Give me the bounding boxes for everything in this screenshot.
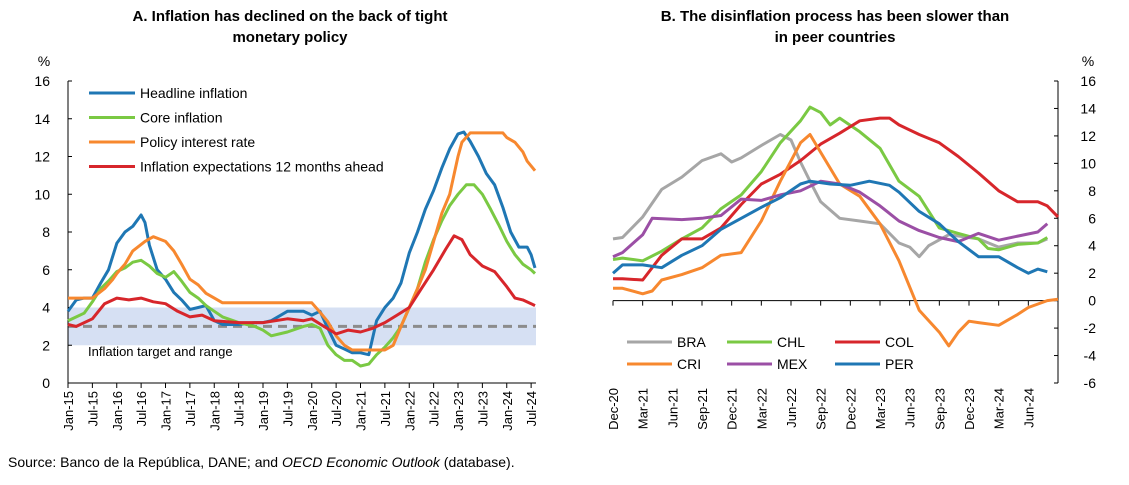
legend-label-bra: BRA [677,334,706,350]
series-line-per [612,179,1048,275]
x-tick-label-a: Jul-23 [475,391,490,426]
panel-b-title: B. The disinflation process has been slo… [595,6,1075,48]
x-tick-label-b: Jun-23 [903,388,918,428]
y-tick-label-b: -4 [1084,348,1097,364]
panel-b-title-line1: B. The disinflation process has been slo… [660,8,1010,25]
series-line-mex [612,179,1049,259]
x-tick-label-a: Jul-21 [378,391,393,426]
y-tick-label-b: 14 [1080,100,1096,116]
y-tick-label-b: -2 [1084,320,1097,336]
x-tick-label-a: Jan-19 [256,391,271,431]
y-tick-label-b: 8 [1088,183,1096,199]
x-tick-label-b: Dec-23 [962,388,977,430]
x-tick-label-b: Mar-21 [636,388,651,429]
source-prefix: Source: Banco de la República, DANE; and [8,454,282,470]
panel-b-title-line2: in peer countries [774,29,896,46]
legend-label-inflation-expectations-12-months-ahead: Inflation expectations 12 months ahead [140,159,384,175]
y-tick-label-b: 16 [1080,73,1096,89]
legend-label-policy-interest-rate: Policy interest rate [140,134,255,150]
x-tick-label-b: Jun-21 [665,388,680,428]
y-tick-label-b: -6 [1084,375,1097,391]
x-tick-label-b: Mar-24 [992,388,1007,429]
x-tick-label-a: Jan-17 [159,391,174,431]
y-tick-label-a: 6 [42,262,50,278]
series-line-inflation-expectations-12-months-ahead [67,234,536,336]
series-line-policy-interest-rate [68,131,537,352]
x-tick-label-b: Mar-23 [873,388,888,429]
x-tick-label-a: Jul-15 [85,391,100,426]
x-tick-label-b: Sep-23 [932,388,947,430]
source-italic: OECD Economic Outlook [281,454,440,470]
y-tick-label-b: 12 [1080,128,1096,144]
source-suffix: (database). [439,454,515,470]
y-tick-label-a: 12 [34,149,50,165]
y-tick-label-a: 2 [42,337,50,353]
x-tick-label-b: Jun-22 [784,388,799,428]
legend-label-col: COL [885,334,914,350]
y-tick-label-b: 4 [1088,238,1096,254]
x-tick-label-a: Jul-17 [183,391,198,426]
x-tick-label-a: Jan-21 [354,391,369,431]
y-tick-label-a: 8 [42,224,50,240]
x-tick-label-a: Jul-19 [280,391,295,426]
band-label: Inflation target and range [88,344,233,359]
chart-a-unit: % [38,53,50,69]
x-tick-label-b: Dec-20 [606,388,621,430]
panel-a-title: A. Inflation has declined on the back of… [60,6,520,48]
y-tick-label-b: 0 [1088,293,1096,309]
y-tick-label-a: 10 [34,186,50,202]
legend-label-mex: MEX [777,356,808,372]
legend-label-per: PER [885,356,914,372]
x-tick-label-a: Jan-22 [402,391,417,431]
y-tick-label-b: 10 [1080,155,1096,171]
panel-a-title-line2: monetary policy [232,29,348,46]
x-tick-label-a: Jan-18 [207,391,222,431]
x-tick-label-a: Jan-24 [500,391,515,431]
legend-label-chl: CHL [777,334,805,350]
y-tick-label-a: 0 [42,375,50,391]
chart-a: % Inflation target and range 0 2 4 6 8 10 12 14 1… [34,53,539,431]
x-tick-label-b: Sep-22 [814,388,829,430]
series-line-bra [612,133,1048,259]
x-tick-label-a: Jul-24 [524,391,539,426]
x-tick-label-b: Sep-21 [695,388,710,430]
series-line-col [613,116,1060,282]
x-tick-label-a: Jul-18 [232,391,247,426]
source-note: Source: Banco de la República, DANE; and… [8,454,515,470]
legend-label-headline-inflation: Headline inflation [140,85,247,101]
x-tick-label-a: Jul-20 [329,391,344,426]
chart-b-unit: % [1082,53,1094,69]
legend-label-cri: CRI [677,356,701,372]
x-tick-label-b: Dec-22 [843,388,858,430]
y-tick-label-a: 16 [34,73,50,89]
x-tick-label-a: Jan-16 [110,391,125,431]
chart-b: % -6 -4 -2 0 2 4 6 8 10 12 14 16 Dec-20 Mar-21 Jun-21 S… [606,53,1097,430]
x-tick-label-a: Jan-20 [305,391,320,431]
legend-label-core-inflation: Core inflation [140,110,223,126]
panel-a-title-line1: A. Inflation has declined on the back of… [132,8,448,25]
y-tick-label-b: 6 [1088,210,1096,226]
series-line-chl [612,105,1049,263]
x-tick-label-a: Jan-15 [61,391,76,431]
y-tick-label-b: 2 [1088,265,1096,281]
series-line-core-inflation [67,183,537,368]
x-tick-label-a: Jul-16 [134,391,149,426]
x-tick-label-b: Mar-22 [754,388,769,429]
x-tick-label-b: Jun-24 [1021,388,1036,428]
x-tick-label-a: Jan-23 [451,391,466,431]
y-tick-label-a: 14 [34,111,50,127]
x-tick-label-a: Jul-22 [427,391,442,426]
y-tick-label-a: 4 [42,300,50,316]
x-tick-label-b: Dec-21 [725,388,740,430]
